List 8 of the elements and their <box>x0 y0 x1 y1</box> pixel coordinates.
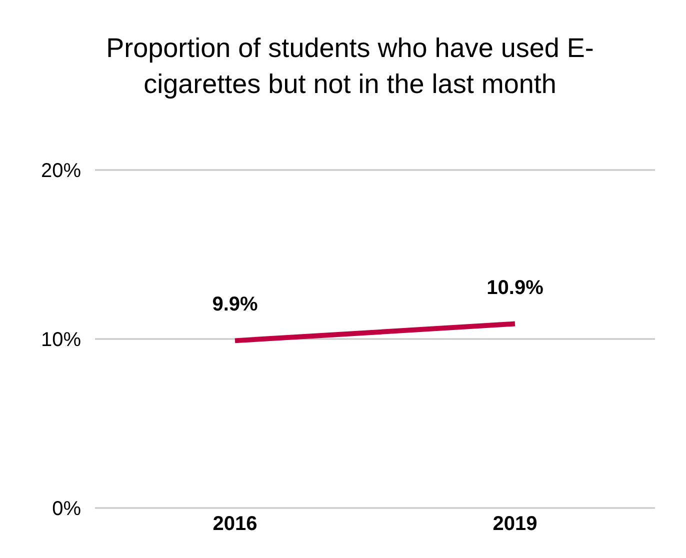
data-label: 9.9% <box>212 294 258 316</box>
x-tick-label: 2019 <box>492 513 538 536</box>
data-label: 10.9% <box>486 276 544 299</box>
chart-title: Proportion of students who have used E-cigarettes but not in the last month <box>105 32 595 101</box>
y-tick-label: 0% <box>52 498 82 520</box>
x-tick-label: 2016 <box>212 513 258 536</box>
y-tick-label: 10% <box>40 329 82 352</box>
y-tick-label: 20% <box>40 160 82 182</box>
